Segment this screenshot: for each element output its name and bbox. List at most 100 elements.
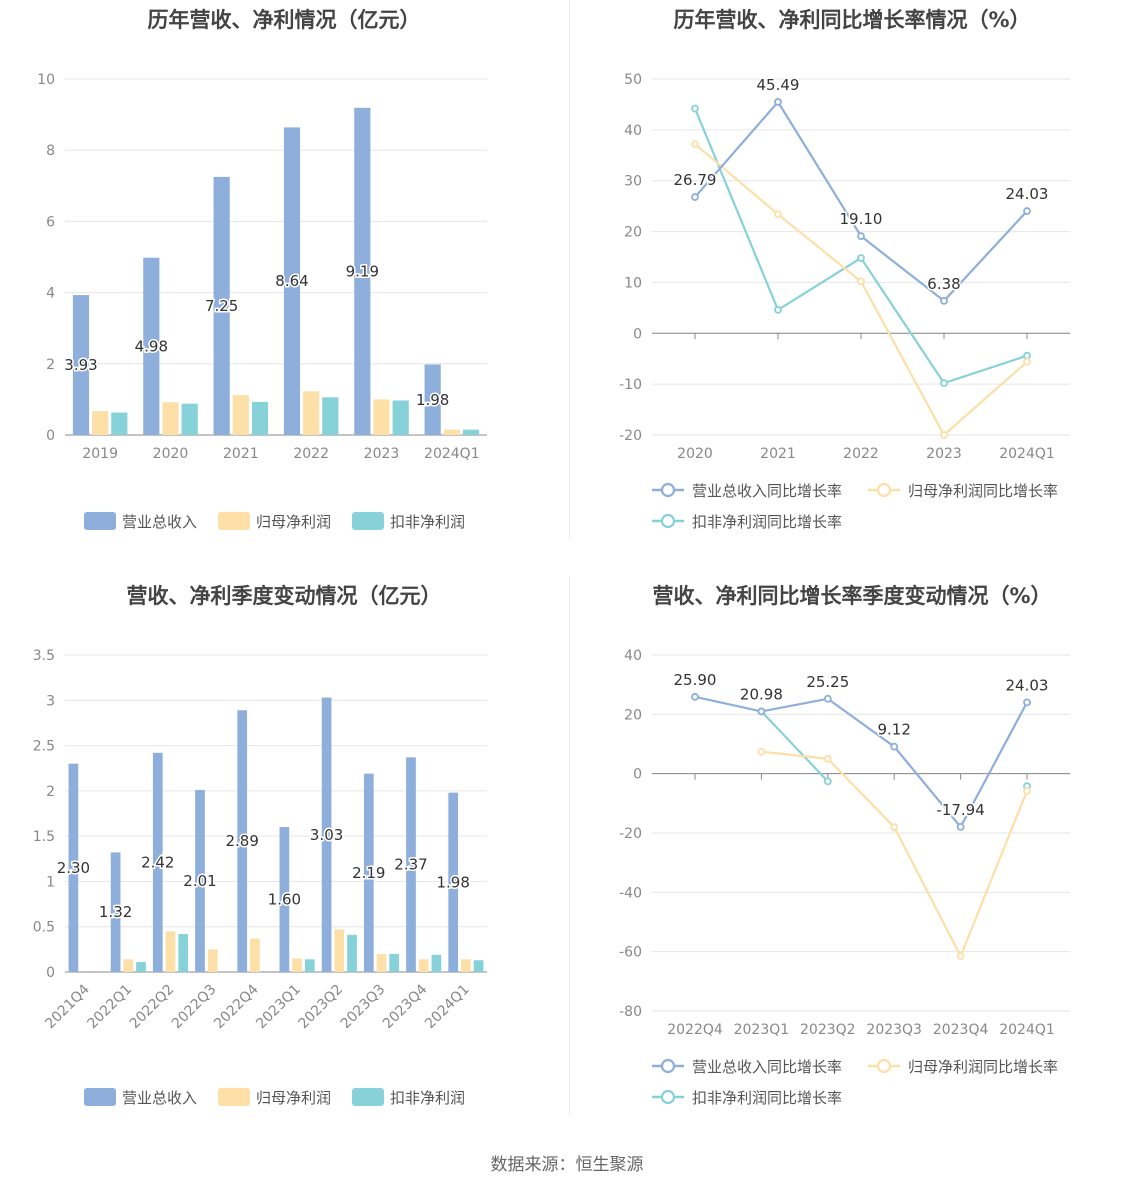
quarter-bar-panel: 营收、净利季度变动情况（亿元） 0 0.5 1 1.5 2 2.5 3 3.5 2.30 1.32… — [0, 576, 568, 1121]
legend-label: 扣非净利润同比增长率 — [692, 1089, 842, 1107]
series-point-1 — [823, 694, 832, 703]
bar-1 — [213, 176, 230, 435]
y-tick-label: 4 — [46, 286, 55, 302]
quarter-line-chart: -80 -60 -40 -20 0 20 40 25.90 20.98 25.25 9.12 -17.… — [619, 648, 1070, 1107]
line-data-label: 19.10 — [840, 210, 883, 228]
series-point-2 — [1023, 357, 1031, 366]
line-data-label: -17.94 — [936, 801, 984, 819]
bar-1 — [237, 710, 248, 972]
bar-data-label: 3.03 — [310, 826, 343, 844]
bar-2 — [376, 953, 387, 972]
series-line-2 — [761, 750, 1029, 959]
bar-3 — [178, 933, 189, 972]
y-tick-label: -20 — [619, 826, 642, 842]
series-point-3 — [857, 254, 865, 262]
y-tick-label: 20 — [624, 707, 642, 723]
bar-1 — [195, 789, 205, 972]
series-point-1 — [774, 98, 782, 106]
x-tick-label: 2023Q4 — [933, 1022, 989, 1038]
y-tick-label: -10 — [619, 377, 642, 393]
legend-swatch — [352, 512, 384, 530]
x-tick-label: 2022Q2 — [127, 982, 178, 1033]
legend-swatch-marker — [660, 1089, 676, 1105]
bar-3 — [304, 959, 315, 972]
series-point-1 — [1023, 698, 1031, 707]
y-tick-label: 20 — [624, 225, 642, 241]
x-tick-label: 2024Q1 — [424, 446, 480, 462]
line-data-label: 25.90 — [674, 671, 717, 689]
y-tick-label: 2.5 — [33, 739, 55, 755]
series-point-3 — [1023, 351, 1031, 360]
bar-2 — [303, 391, 320, 435]
y-tick-label: 40 — [624, 648, 642, 664]
legend-swatch-marker — [660, 482, 676, 498]
series-point-1 — [890, 742, 899, 751]
series-point-1 — [691, 692, 699, 701]
x-tick-label: 2020 — [677, 446, 713, 462]
bar-1 — [152, 752, 163, 972]
bar-1 — [448, 792, 459, 972]
series-point-2 — [757, 747, 766, 756]
bar-3 — [251, 401, 269, 435]
series-point-1 — [757, 707, 766, 716]
x-tick-label: 2023 — [364, 446, 400, 462]
bar-3 — [389, 953, 400, 972]
bar-1 — [72, 295, 90, 435]
bar-data-label: 2.19 — [352, 864, 385, 882]
series-point-1 — [956, 822, 965, 831]
series-point-2 — [940, 431, 948, 439]
y-tick-label: 3.5 — [33, 648, 55, 664]
bar-3 — [111, 412, 128, 435]
y-tick-label: 1.5 — [33, 829, 55, 845]
series-point-3 — [774, 305, 782, 314]
series-point-1 — [940, 296, 948, 305]
bar-data-label: 1.60 — [268, 891, 301, 909]
y-tick-label: 8 — [46, 143, 55, 159]
bar-3 — [473, 960, 484, 972]
series-point-2 — [823, 754, 832, 763]
legend-label: 扣非净利润 — [390, 513, 465, 531]
x-tick-label: 2022Q1 — [85, 982, 136, 1033]
data-source-footer: 数据来源：恒生聚源 — [490, 1155, 644, 1175]
bar-data-label: 1.98 — [436, 873, 469, 891]
annual-bar-panel: 历年营收、净利情况（亿元） 0 2 4 6 8 10 3.93 4.98 7.25 8.64 9.1… — [0, 0, 568, 545]
bar-2 — [207, 949, 218, 972]
x-tick-label: 2019 — [82, 446, 118, 462]
bar-2 — [123, 959, 134, 972]
legend-label: 营业总收入同比增长率 — [692, 1058, 842, 1076]
bar-1 — [143, 257, 160, 435]
y-tick-label: -80 — [619, 1004, 642, 1020]
bar-2 — [232, 395, 249, 435]
legend-swatch — [84, 1088, 116, 1106]
x-tick-label: 2022 — [293, 446, 329, 462]
line-data-label: 45.49 — [757, 76, 800, 94]
y-tick-label: 0 — [633, 767, 642, 783]
x-tick-label: 2023Q2 — [296, 982, 347, 1033]
bar-2 — [250, 938, 260, 972]
y-tick-label: 2 — [46, 357, 55, 373]
bar-data-label: 1.32 — [99, 903, 132, 921]
series-line-3 — [760, 710, 829, 783]
legend-label: 扣非净利润同比增长率 — [692, 513, 842, 531]
legend-label: 归母净利润同比增长率 — [908, 1058, 1058, 1076]
y-tick-label: 10 — [624, 275, 642, 291]
bar-2 — [373, 399, 390, 435]
bar-2 — [165, 931, 176, 972]
legend-label: 营业总收入同比增长率 — [692, 482, 842, 500]
bar-3 — [392, 400, 409, 435]
legend-label: 归母净利润 — [256, 513, 331, 531]
x-tick-label: 2021 — [760, 446, 796, 462]
legend-swatch — [218, 1088, 250, 1106]
quarter-line-title: 营收、净利同比增长率季度变动情况（%） — [652, 584, 1052, 608]
line-data-label: 6.38 — [927, 275, 960, 293]
legend-label: 扣非净利润 — [390, 1089, 465, 1107]
y-tick-label: 2 — [46, 784, 55, 800]
y-tick-label: -20 — [619, 428, 642, 444]
x-tick-label: 2023 — [926, 446, 962, 462]
bar-2 — [461, 959, 471, 972]
legend-label: 归母净利润同比增长率 — [908, 482, 1058, 500]
y-tick-label: 1 — [46, 874, 55, 890]
legend-swatch-marker — [660, 1058, 676, 1074]
annual-line-title: 历年营收、净利同比增长率情况（%） — [673, 8, 1031, 32]
bar-2 — [292, 958, 302, 972]
